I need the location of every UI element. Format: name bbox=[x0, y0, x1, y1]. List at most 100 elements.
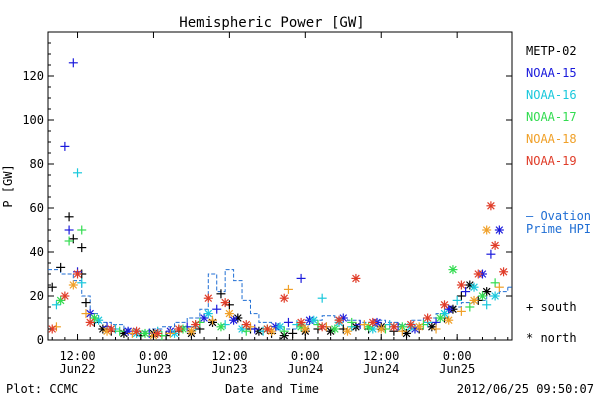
data-point-noaa-16 bbox=[73, 168, 83, 178]
data-point-noaa-18 bbox=[51, 322, 61, 332]
data-point-noaa-16 bbox=[385, 320, 395, 330]
data-point-noaa-15 bbox=[64, 225, 74, 235]
data-point-noaa-18 bbox=[68, 280, 78, 290]
data-point-noaa-18 bbox=[224, 309, 234, 319]
data-point-noaa-18 bbox=[81, 309, 91, 319]
legend: METP-02 NOAA-15 NOAA-16 NOAA-17 NOAA-18 … bbox=[526, 44, 591, 345]
data-point-metp-02 bbox=[456, 291, 466, 301]
data-point-noaa-17 bbox=[56, 295, 66, 305]
data-point-noaa-18 bbox=[456, 306, 466, 316]
data-point-noaa-16 bbox=[469, 282, 479, 292]
data-point-noaa-15 bbox=[486, 249, 496, 259]
data-point-noaa-19 bbox=[296, 317, 306, 327]
data-point-noaa-17 bbox=[140, 328, 150, 338]
x-tick-time-label: 12:00 bbox=[363, 349, 399, 363]
data-point-noaa-19 bbox=[406, 320, 416, 330]
axes: 02040608010012012:00Jun220:00Jun2312:00J… bbox=[22, 32, 512, 376]
data-point-noaa-19 bbox=[241, 320, 251, 330]
data-point-noaa-16 bbox=[309, 315, 319, 325]
data-point-noaa-19 bbox=[317, 322, 327, 332]
data-point-noaa-15 bbox=[229, 315, 239, 325]
data-point-noaa-15 bbox=[123, 326, 133, 336]
data-point-noaa-16 bbox=[220, 320, 230, 330]
data-point-noaa-17 bbox=[279, 326, 289, 336]
y-tick-label: 0 bbox=[37, 333, 44, 347]
legend-metp02: METP-02 bbox=[526, 44, 577, 58]
data-point-noaa-17 bbox=[477, 291, 487, 301]
data-point-noaa-19 bbox=[368, 317, 378, 327]
data-point-noaa-18 bbox=[208, 315, 218, 325]
data-point-noaa-17 bbox=[64, 236, 74, 246]
data-point-noaa-16 bbox=[490, 291, 500, 301]
data-point-noaa-16 bbox=[452, 295, 462, 305]
data-point-noaa-16 bbox=[292, 320, 302, 330]
legend-ovation-sub: Prime HPI bbox=[526, 222, 591, 236]
x-tick-date-label: Jun24 bbox=[363, 362, 399, 376]
y-tick-label: 60 bbox=[30, 201, 44, 215]
data-point-metp-02 bbox=[288, 328, 298, 338]
legend-noaa18: NOAA-18 bbox=[526, 132, 577, 146]
data-point-noaa-17 bbox=[115, 326, 125, 336]
data-point-noaa-18 bbox=[359, 320, 369, 330]
chart-title: Hemispheric Power [GW] bbox=[179, 15, 364, 31]
data-point-noaa-19 bbox=[351, 273, 361, 283]
x-axis-label: Date and Time bbox=[225, 382, 319, 396]
data-point-noaa-19 bbox=[262, 324, 272, 334]
data-point-noaa-18 bbox=[431, 324, 441, 334]
y-tick-label: 100 bbox=[22, 113, 44, 127]
data-point-noaa-15 bbox=[338, 313, 348, 323]
x-tick-time-label: 0:00 bbox=[443, 349, 472, 363]
data-point-metp-02 bbox=[56, 262, 66, 272]
y-tick-label: 80 bbox=[30, 157, 44, 171]
x-tick-date-label: Jun22 bbox=[59, 362, 95, 376]
data-point-noaa-18 bbox=[444, 315, 454, 325]
data-point-noaa-18 bbox=[469, 295, 479, 305]
data-point-noaa-19 bbox=[456, 280, 466, 290]
data-point-noaa-19 bbox=[106, 324, 116, 334]
data-point-metp-02 bbox=[402, 328, 412, 338]
data-point-noaa-16 bbox=[275, 322, 285, 332]
data-point-noaa-18 bbox=[494, 282, 504, 292]
data-point-noaa-17 bbox=[330, 324, 340, 334]
data-points bbox=[47, 58, 509, 341]
data-point-metp-02 bbox=[427, 322, 437, 332]
data-point-noaa-17 bbox=[195, 317, 205, 327]
data-point-metp-02 bbox=[68, 234, 78, 244]
data-point-noaa-16 bbox=[77, 278, 87, 288]
data-point-metp-02 bbox=[224, 300, 234, 310]
legend-noaa16: NOAA-16 bbox=[526, 88, 577, 102]
data-point-noaa-19 bbox=[440, 300, 450, 310]
data-point-noaa-19 bbox=[153, 328, 163, 338]
data-point-noaa-15 bbox=[494, 225, 504, 235]
data-point-noaa-15 bbox=[461, 287, 471, 297]
x-tick-date-label: Jun23 bbox=[211, 362, 247, 376]
data-point-noaa-17 bbox=[435, 313, 445, 323]
legend-ovation: — Ovation bbox=[526, 209, 591, 223]
x-tick-date-label: Jun24 bbox=[287, 362, 323, 376]
data-point-noaa-15 bbox=[68, 58, 78, 68]
data-point-metp-02 bbox=[64, 212, 74, 222]
legend-south: + south bbox=[526, 300, 577, 314]
legend-noaa17: NOAA-17 bbox=[526, 110, 577, 124]
data-point-metp-02 bbox=[77, 243, 87, 253]
legend-noaa15: NOAA-15 bbox=[526, 66, 577, 80]
data-point-noaa-18 bbox=[376, 324, 386, 334]
data-point-noaa-17 bbox=[77, 225, 87, 235]
data-point-noaa-19 bbox=[279, 293, 289, 303]
data-point-noaa-19 bbox=[73, 269, 83, 279]
x-tick-time-label: 0:00 bbox=[291, 349, 320, 363]
data-point-noaa-16 bbox=[203, 309, 213, 319]
data-point-noaa-19 bbox=[60, 291, 70, 301]
data-point-noaa-15 bbox=[60, 141, 70, 151]
data-point-noaa-15 bbox=[182, 322, 192, 332]
data-point-noaa-18 bbox=[127, 328, 137, 338]
data-point-noaa-18 bbox=[165, 328, 175, 338]
data-point-noaa-17 bbox=[490, 278, 500, 288]
data-point-noaa-15 bbox=[250, 324, 260, 334]
data-point-noaa-17 bbox=[448, 265, 458, 275]
data-point-noaa-17 bbox=[418, 320, 428, 330]
data-point-noaa-19 bbox=[423, 313, 433, 323]
y-tick-label: 40 bbox=[30, 245, 44, 259]
data-point-noaa-18 bbox=[342, 326, 352, 336]
data-point-noaa-19 bbox=[486, 201, 496, 211]
